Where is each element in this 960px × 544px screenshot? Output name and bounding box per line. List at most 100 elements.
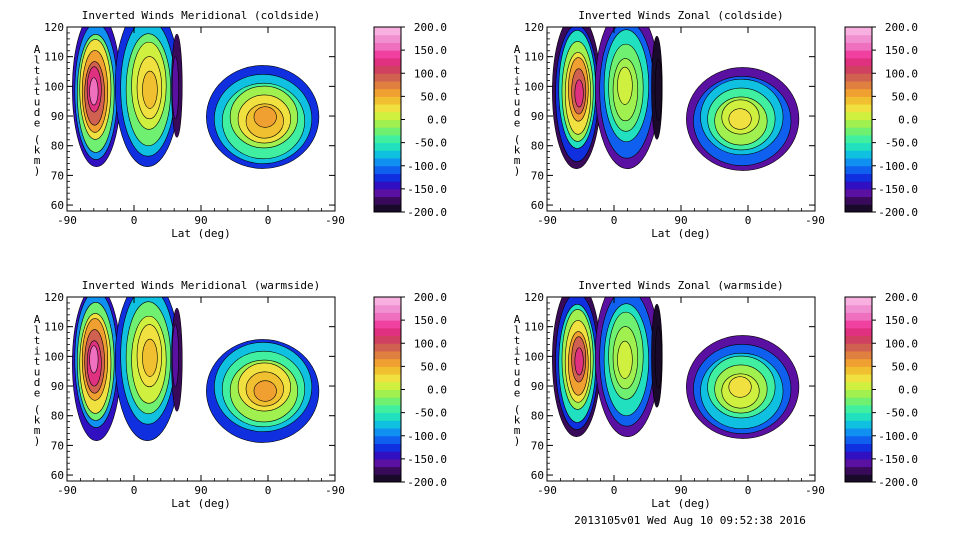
contour-level: [89, 345, 99, 374]
y-tick-label: 60: [531, 469, 544, 482]
colorbar-segment: [374, 366, 401, 375]
y-axis-label-char: (: [514, 133, 521, 146]
colorbar-segment: [845, 381, 872, 390]
colorbar-segment: [374, 42, 401, 51]
panel-3: Inverted Winds Meridional (warmside) 60 70…: [34, 279, 447, 510]
colorbar-label: -100.0: [878, 160, 918, 173]
colorbar-segment: [845, 297, 872, 306]
x-tick-label: -90: [57, 214, 77, 227]
y-axis-label-char: k: [34, 144, 41, 157]
y-axis-label-char: ): [514, 165, 521, 178]
y-tick-label: 110: [44, 321, 64, 334]
colorbar-segment: [845, 104, 872, 113]
colorbar-segment: [845, 474, 872, 483]
colorbar-segment: [845, 343, 872, 352]
y-axis-label-char: k: [514, 414, 521, 427]
y-axis-label-char: t: [34, 355, 41, 368]
colorbar-segment: [845, 350, 872, 360]
colorbar-segment: [845, 304, 872, 313]
colorbar-segment: [845, 420, 872, 429]
colorbar-segment: [845, 327, 872, 337]
colorbar-label: 0.0: [427, 114, 447, 127]
x-tick-label: 0: [745, 214, 752, 227]
y-axis-label-char: A: [514, 313, 521, 326]
colorbar-segment: [374, 27, 401, 36]
colorbar: 200.0 150.0 100.0 50.0 0.0 -50.0 -100.0 -150.0 -…: [844, 291, 918, 489]
colorbar: 200.0 150.0 100.0 50.0 0.0 -50.0 -100.0 -150.0 -…: [373, 21, 447, 219]
x-tick-label: 90: [194, 484, 207, 497]
colorbar-label: 150.0: [885, 314, 918, 327]
y-axis-label-char: u: [34, 96, 41, 109]
colorbar-segment: [845, 150, 872, 159]
colorbar-segment: [374, 412, 401, 421]
colorbar-segment: [374, 443, 401, 452]
colorbar-segment: [374, 343, 401, 352]
colorbar-segment: [845, 451, 872, 460]
contour-level: [89, 77, 99, 106]
colorbar-segment: [374, 188, 401, 198]
footer-timestamp: 2013105v01 Wed Aug 10 09:52:38 2016: [574, 514, 806, 527]
y-axis-label-char: t: [514, 334, 521, 347]
x-axis-label: Lat (deg): [651, 497, 711, 510]
y-tick-label: 120: [524, 291, 544, 304]
x-axis-label: Lat (deg): [651, 227, 711, 240]
colorbar-segment: [845, 73, 872, 82]
colorbar-segment: [374, 389, 401, 398]
y-axis-label-char: l: [34, 54, 41, 67]
colorbar-label: -100.0: [878, 430, 918, 443]
colorbar-segment: [374, 150, 401, 159]
colorbar-label: -150.0: [407, 453, 447, 466]
y-axis-label-char: l: [514, 324, 521, 337]
contour-level: [728, 108, 752, 130]
y-tick-label: 110: [524, 51, 544, 64]
y-tick-label: 120: [524, 21, 544, 34]
colorbar-segment: [845, 458, 872, 468]
colorbar-label: 0.0: [898, 384, 918, 397]
y-axis-label-char: ): [34, 165, 41, 178]
colorbar-segment: [374, 304, 401, 313]
y-axis-label-char: A: [514, 43, 521, 56]
x-tick-label: 0: [745, 484, 752, 497]
colorbar-segment: [374, 335, 401, 344]
colorbar-segment: [374, 104, 401, 113]
contour-field: [72, 27, 320, 169]
colorbar-label: -200.0: [407, 206, 447, 219]
colorbar-label: -50.0: [414, 407, 447, 420]
contour-level: [253, 106, 277, 128]
y-tick-label: 60: [51, 199, 64, 212]
x-tick-label: -90: [805, 214, 825, 227]
y-axis-label-char: m: [514, 424, 521, 437]
contour-level: [171, 56, 179, 119]
colorbar-label: -200.0: [407, 476, 447, 489]
x-tick-label: -90: [325, 484, 345, 497]
y-tick-label: 90: [51, 110, 64, 123]
panel-title: Inverted Winds Zonal (coldside): [578, 9, 783, 22]
colorbar-segment: [374, 88, 401, 97]
y-tick-label: 80: [531, 410, 544, 423]
y-axis-label-char: m: [34, 424, 41, 437]
panel-4: Inverted Winds Zonal (warmside) 60 70 80 90 1…: [514, 279, 918, 510]
contour-level: [617, 340, 633, 379]
y-axis-label-char: t: [34, 64, 41, 77]
colorbar-segment: [845, 27, 872, 36]
colorbar-segment: [374, 181, 401, 190]
y-tick-label: 100: [44, 80, 64, 93]
colorbar-segment: [374, 404, 401, 414]
y-axis-label-char: e: [514, 387, 521, 400]
colorbar-label: 150.0: [885, 44, 918, 57]
colorbar-segment: [374, 458, 401, 468]
y-tick-label: 100: [44, 350, 64, 363]
x-tick-label: 0: [131, 214, 138, 227]
contour-level: [654, 58, 662, 121]
y-axis-label-char: u: [514, 96, 521, 109]
y-axis-label-char: m: [34, 154, 41, 167]
colorbar-label: 200.0: [885, 21, 918, 34]
y-tick-label: 70: [531, 439, 544, 452]
y-axis-label-char: t: [34, 334, 41, 347]
contour-level: [253, 380, 277, 402]
contour-level: [574, 79, 584, 108]
y-tick-label: 60: [51, 469, 64, 482]
contour-level: [617, 66, 633, 105]
